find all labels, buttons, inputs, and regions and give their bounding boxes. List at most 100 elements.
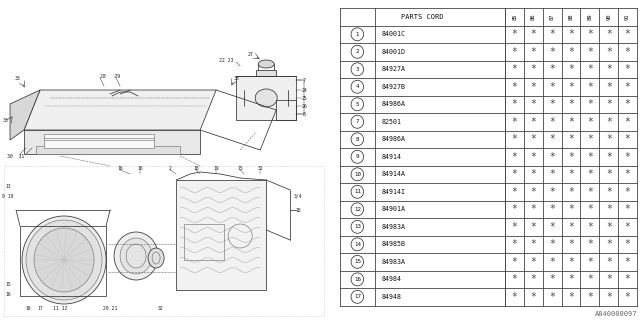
Text: *: *: [549, 169, 556, 179]
Text: *: *: [625, 257, 630, 267]
Text: 1: 1: [356, 32, 359, 37]
Text: *: *: [625, 169, 630, 179]
Text: *: *: [587, 204, 593, 214]
Text: *: *: [605, 257, 612, 267]
Text: 15: 15: [354, 259, 361, 264]
Text: 82501: 82501: [381, 119, 401, 125]
Text: 89: 89: [588, 13, 593, 20]
Text: *: *: [587, 292, 593, 302]
Text: *: *: [568, 117, 574, 127]
Bar: [236, 76, 296, 120]
Text: 84983A: 84983A: [381, 259, 405, 265]
Text: *: *: [512, 47, 518, 57]
Text: *: *: [625, 47, 630, 57]
Text: *: *: [587, 187, 593, 197]
Text: *: *: [512, 239, 518, 249]
Bar: [44, 134, 154, 148]
Text: *: *: [549, 257, 556, 267]
Polygon shape: [10, 90, 40, 140]
Text: 3: 3: [356, 67, 359, 72]
Text: *: *: [605, 239, 612, 249]
Text: 9 10: 9 10: [3, 194, 13, 198]
Text: *: *: [512, 222, 518, 232]
Text: *: *: [531, 239, 536, 249]
Text: *: *: [587, 169, 593, 179]
Text: *: *: [568, 134, 574, 144]
Text: *: *: [568, 257, 574, 267]
Text: 9: 9: [356, 154, 359, 159]
Text: *: *: [605, 204, 612, 214]
Text: *: *: [531, 99, 536, 109]
Text: 12: 12: [354, 207, 361, 212]
Text: *: *: [512, 169, 518, 179]
Text: *: *: [625, 82, 630, 92]
Text: *: *: [531, 222, 536, 232]
Text: *: *: [625, 274, 630, 284]
Text: *: *: [587, 222, 593, 232]
Text: 84001D: 84001D: [381, 49, 405, 55]
Text: *: *: [568, 187, 574, 197]
Text: *: *: [512, 117, 518, 127]
Text: *: *: [625, 29, 630, 39]
Text: 18: 18: [193, 165, 199, 171]
Text: *: *: [512, 257, 518, 267]
Text: 5: 5: [356, 102, 359, 107]
Text: *: *: [587, 134, 593, 144]
Text: 90: 90: [606, 13, 611, 20]
Text: *: *: [605, 29, 612, 39]
Text: *: *: [587, 117, 593, 127]
Ellipse shape: [26, 220, 102, 300]
Text: *: *: [605, 292, 612, 302]
Ellipse shape: [148, 248, 164, 268]
Text: PARTS CORD: PARTS CORD: [401, 14, 444, 20]
Bar: [4, 166, 324, 316]
Text: *: *: [568, 274, 574, 284]
Text: 33: 33: [15, 76, 21, 81]
Text: A840000097: A840000097: [595, 311, 637, 317]
Text: *: *: [512, 292, 518, 302]
Text: 2: 2: [356, 49, 359, 54]
Text: 19: 19: [213, 165, 219, 171]
Text: *: *: [587, 82, 593, 92]
Text: *: *: [587, 64, 593, 74]
Text: 17: 17: [37, 306, 43, 310]
Text: *: *: [568, 222, 574, 232]
Text: 84986A: 84986A: [381, 101, 405, 107]
Text: *: *: [625, 117, 630, 127]
Text: *: *: [531, 169, 536, 179]
Text: 87: 87: [550, 13, 555, 20]
Text: 4: 4: [356, 84, 359, 89]
Text: 85: 85: [512, 13, 517, 20]
Text: *: *: [568, 64, 574, 74]
Text: 84948: 84948: [381, 294, 401, 300]
Text: *: *: [568, 82, 574, 92]
Text: 84983A: 84983A: [381, 224, 405, 230]
Text: *: *: [549, 152, 556, 162]
Text: 14: 14: [354, 242, 361, 247]
Ellipse shape: [22, 216, 106, 304]
Text: 32: 32: [157, 306, 163, 310]
Text: *: *: [549, 292, 556, 302]
Text: *: *: [568, 152, 574, 162]
Text: *: *: [512, 99, 518, 109]
Text: *: *: [549, 222, 556, 232]
Text: *: *: [605, 82, 612, 92]
Text: *: *: [549, 134, 556, 144]
Text: *: *: [512, 274, 518, 284]
Text: *: *: [549, 187, 556, 197]
Text: *: *: [531, 64, 536, 74]
Text: *: *: [531, 292, 536, 302]
Text: 15: 15: [237, 165, 243, 171]
Text: *: *: [549, 117, 556, 127]
Text: *: *: [587, 152, 593, 162]
Text: *: *: [605, 47, 612, 57]
Text: *: *: [531, 82, 536, 92]
Text: 25: 25: [301, 95, 307, 100]
Text: *: *: [531, 204, 536, 214]
Text: *: *: [568, 292, 574, 302]
Text: 8: 8: [303, 111, 306, 116]
Text: 84985B: 84985B: [381, 241, 405, 247]
Text: *: *: [512, 187, 518, 197]
Text: 2: 2: [169, 165, 172, 171]
Text: 28   29: 28 29: [100, 74, 120, 78]
